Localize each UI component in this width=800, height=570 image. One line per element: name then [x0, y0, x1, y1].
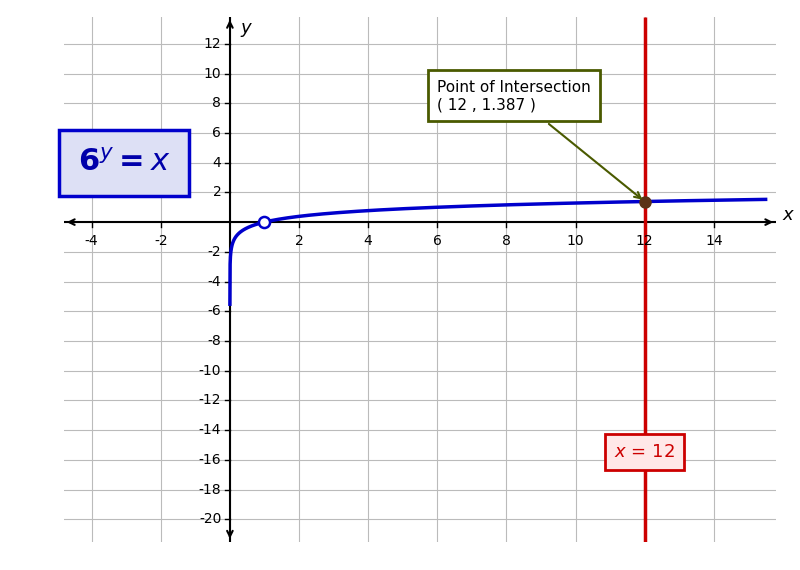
Text: -18: -18 [198, 483, 222, 496]
Text: $\mathit{x}$ = 12: $\mathit{x}$ = 12 [614, 443, 675, 461]
Text: 10: 10 [566, 234, 584, 248]
Text: -16: -16 [198, 453, 222, 467]
Text: -20: -20 [199, 512, 222, 526]
Text: 10: 10 [204, 67, 222, 80]
Text: 4: 4 [213, 156, 222, 170]
Text: -4: -4 [208, 275, 222, 288]
Text: 8: 8 [212, 96, 222, 110]
Text: 6: 6 [433, 234, 442, 248]
Text: 8: 8 [502, 234, 511, 248]
Text: -2: -2 [154, 234, 167, 248]
Text: $\mathbf{6^{\mathit{y}} = \mathit{x}}$: $\mathbf{6^{\mathit{y}} = \mathit{x}}$ [78, 148, 170, 177]
Text: -2: -2 [208, 245, 222, 259]
Text: -10: -10 [198, 364, 222, 378]
Text: 2: 2 [213, 185, 222, 199]
Text: Point of Intersection
( 12 , 1.387 ): Point of Intersection ( 12 , 1.387 ) [438, 80, 641, 198]
Text: -14: -14 [198, 423, 222, 437]
Text: -4: -4 [85, 234, 98, 248]
Text: -6: -6 [207, 304, 222, 318]
Text: 14: 14 [705, 234, 722, 248]
Text: x: x [783, 206, 794, 223]
Text: y: y [240, 19, 251, 36]
Text: 12: 12 [204, 37, 222, 51]
Text: -12: -12 [198, 393, 222, 408]
Text: 4: 4 [364, 234, 373, 248]
Text: -8: -8 [207, 334, 222, 348]
Text: 6: 6 [212, 126, 222, 140]
Text: 2: 2 [294, 234, 303, 248]
Text: 12: 12 [636, 234, 654, 248]
